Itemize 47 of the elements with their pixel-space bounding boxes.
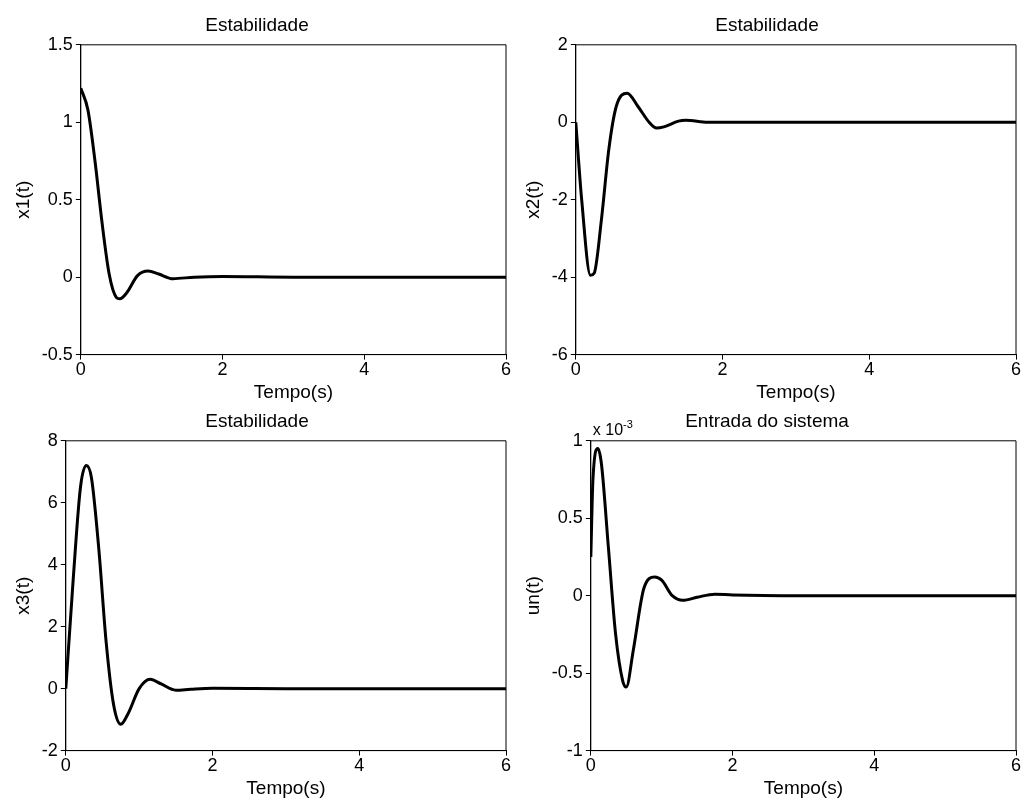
x-tick-label: 6 <box>1010 755 1022 776</box>
y-axis-title: x3(t) <box>11 576 33 615</box>
y-tick-label: -2 <box>41 739 58 760</box>
x-tick-label: 2 <box>207 755 218 776</box>
y-tick-label: -2 <box>551 188 568 209</box>
x-tick-label: 6 <box>1010 359 1022 380</box>
y-tick-label: 0 <box>62 266 73 287</box>
y-tick-label: 0.5 <box>557 507 583 528</box>
x-tick-label: 2 <box>217 359 228 380</box>
x-tick-label: 4 <box>869 755 880 776</box>
y-axis-title: x1(t) <box>11 180 33 219</box>
y-tick-label: 2 <box>47 615 58 636</box>
y-tick-label: 0 <box>572 584 583 605</box>
y-tick-label: 4 <box>47 553 58 574</box>
x-tick-label: 4 <box>864 359 875 380</box>
y-tick-label: 8 <box>47 429 58 450</box>
y-axis-title: un(t) <box>521 576 543 616</box>
y-tick-label: 1.5 <box>47 33 73 54</box>
y-tick-label: 1 <box>62 111 73 132</box>
y-axis-title: x2(t) <box>521 180 543 219</box>
y-tick-label: -4 <box>551 266 568 287</box>
y-tick-label: -1 <box>566 739 583 760</box>
y-tick-label: 0 <box>47 677 58 698</box>
chart-title: Estabilidade <box>205 409 309 431</box>
x-tick-label: 4 <box>359 359 370 380</box>
x-tick-label: 6 <box>500 755 512 776</box>
x-axis-title: Tempo(s) <box>763 776 843 798</box>
y-tick-label: 2 <box>557 33 568 54</box>
x-tick-label: 2 <box>727 755 738 776</box>
x-tick-label: 0 <box>585 755 596 776</box>
x-axis-title: Tempo(s) <box>246 776 326 798</box>
x-axis-title: Tempo(s) <box>756 380 836 402</box>
y-tick-label: 1 <box>572 429 583 450</box>
y-tick-label: 0 <box>557 111 568 132</box>
y-tick-label: 6 <box>47 491 58 512</box>
y-tick-label: -0.5 <box>551 662 583 683</box>
y-tick-label: -6 <box>551 343 568 364</box>
chart-title: Estabilidade <box>205 13 309 35</box>
x-axis-title: Tempo(s) <box>253 380 333 402</box>
x-tick-label: 2 <box>717 359 728 380</box>
x-tick-label: 0 <box>75 359 86 380</box>
chart-title: Estabilidade <box>715 13 819 35</box>
x-tick-label: 6 <box>500 359 512 380</box>
y-tick-label: 0.5 <box>47 188 73 209</box>
y-tick-label: -0.5 <box>41 343 73 364</box>
chart-title: Entrada do sistema <box>685 409 850 431</box>
x-tick-label: 4 <box>354 755 365 776</box>
